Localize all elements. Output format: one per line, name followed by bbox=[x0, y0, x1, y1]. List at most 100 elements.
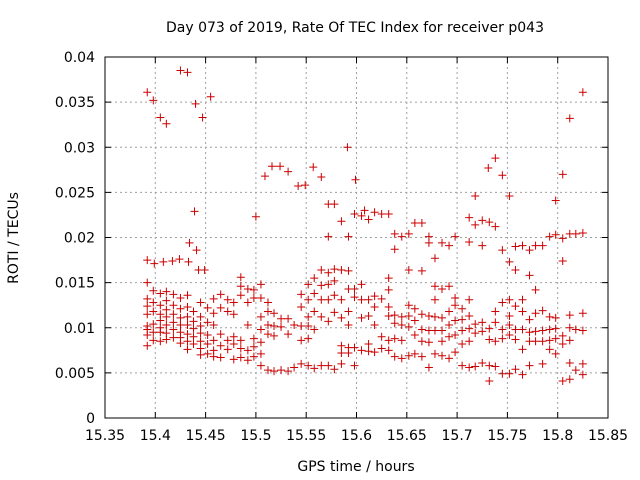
data-point bbox=[491, 307, 500, 316]
data-point bbox=[410, 349, 419, 358]
data-point bbox=[223, 345, 232, 354]
data-point bbox=[377, 294, 386, 303]
data-point bbox=[223, 336, 232, 345]
x-tick-label: 15.45 bbox=[186, 428, 226, 444]
data-point bbox=[424, 238, 433, 247]
data-point bbox=[458, 339, 467, 348]
y-tick-label: 0.005 bbox=[55, 366, 95, 382]
data-point bbox=[364, 339, 373, 348]
data-point bbox=[263, 298, 272, 307]
data-point bbox=[417, 310, 426, 319]
data-point bbox=[229, 332, 238, 341]
data-point bbox=[196, 350, 205, 359]
data-point bbox=[545, 312, 554, 321]
data-point bbox=[310, 364, 319, 373]
data-point bbox=[330, 265, 339, 274]
data-point bbox=[337, 265, 346, 274]
data-point bbox=[149, 307, 158, 316]
data-point bbox=[451, 301, 460, 310]
data-point bbox=[267, 162, 276, 171]
data-point bbox=[505, 321, 514, 330]
data-point bbox=[471, 220, 480, 229]
x-tick-label: 15.8 bbox=[542, 428, 573, 444]
data-point bbox=[176, 313, 185, 322]
data-point bbox=[297, 302, 306, 311]
data-point bbox=[229, 339, 238, 348]
data-point bbox=[404, 351, 413, 360]
data-point bbox=[256, 338, 265, 347]
data-point bbox=[458, 326, 467, 335]
data-point bbox=[551, 334, 560, 343]
data-point bbox=[256, 293, 265, 302]
data-point bbox=[410, 219, 419, 228]
data-point bbox=[143, 330, 152, 339]
data-point bbox=[183, 302, 192, 311]
data-point bbox=[330, 308, 339, 317]
data-point bbox=[424, 312, 433, 321]
data-point bbox=[189, 317, 198, 326]
data-point bbox=[189, 324, 198, 333]
data-point bbox=[301, 181, 310, 190]
data-point bbox=[209, 352, 218, 361]
data-point bbox=[565, 323, 574, 332]
data-point bbox=[277, 366, 286, 375]
data-point bbox=[156, 337, 165, 346]
data-point bbox=[498, 298, 507, 307]
data-point bbox=[350, 343, 359, 352]
data-point bbox=[310, 325, 319, 334]
data-point bbox=[465, 295, 474, 304]
data-point bbox=[471, 329, 480, 338]
data-point bbox=[149, 298, 158, 307]
data-point bbox=[209, 336, 218, 345]
data-point bbox=[518, 370, 527, 379]
data-point bbox=[485, 361, 494, 370]
data-point bbox=[149, 320, 158, 329]
data-point bbox=[169, 325, 178, 334]
data-point bbox=[243, 284, 252, 293]
data-point bbox=[498, 334, 507, 343]
data-point bbox=[491, 318, 500, 327]
data-point bbox=[390, 245, 399, 254]
x-tick-label: 15.4 bbox=[140, 428, 171, 444]
data-point bbox=[150, 259, 159, 268]
data-point bbox=[216, 353, 225, 362]
data-point bbox=[445, 307, 454, 316]
data-point bbox=[284, 330, 293, 339]
data-point bbox=[317, 361, 326, 370]
data-point bbox=[390, 229, 399, 238]
data-point bbox=[149, 336, 158, 345]
data-point bbox=[364, 295, 373, 304]
data-point bbox=[270, 331, 279, 340]
data-point bbox=[451, 293, 460, 302]
data-point bbox=[236, 291, 245, 300]
data-point bbox=[192, 246, 201, 255]
data-point bbox=[297, 290, 306, 299]
data-point bbox=[511, 325, 520, 334]
data-point bbox=[518, 307, 527, 316]
data-point bbox=[263, 321, 272, 330]
data-point bbox=[236, 336, 245, 345]
data-point bbox=[169, 301, 178, 310]
data-point bbox=[438, 351, 447, 360]
data-point bbox=[430, 312, 439, 321]
data-point bbox=[525, 361, 534, 370]
data-point bbox=[565, 311, 574, 320]
data-point bbox=[206, 92, 215, 101]
data-point bbox=[304, 312, 313, 321]
data-point bbox=[162, 321, 171, 330]
data-point bbox=[538, 337, 547, 346]
data-point bbox=[294, 182, 303, 191]
data-point bbox=[198, 113, 207, 122]
data-point bbox=[404, 322, 413, 331]
data-point bbox=[203, 349, 212, 358]
data-point bbox=[357, 346, 366, 355]
data-point bbox=[417, 337, 426, 346]
data-point bbox=[565, 375, 574, 384]
data-point bbox=[397, 232, 406, 241]
data-point bbox=[491, 154, 500, 163]
data-point bbox=[162, 287, 171, 296]
data-point bbox=[243, 298, 252, 307]
data-point bbox=[169, 318, 178, 327]
data-point bbox=[183, 321, 192, 330]
grid-lines bbox=[105, 57, 608, 418]
